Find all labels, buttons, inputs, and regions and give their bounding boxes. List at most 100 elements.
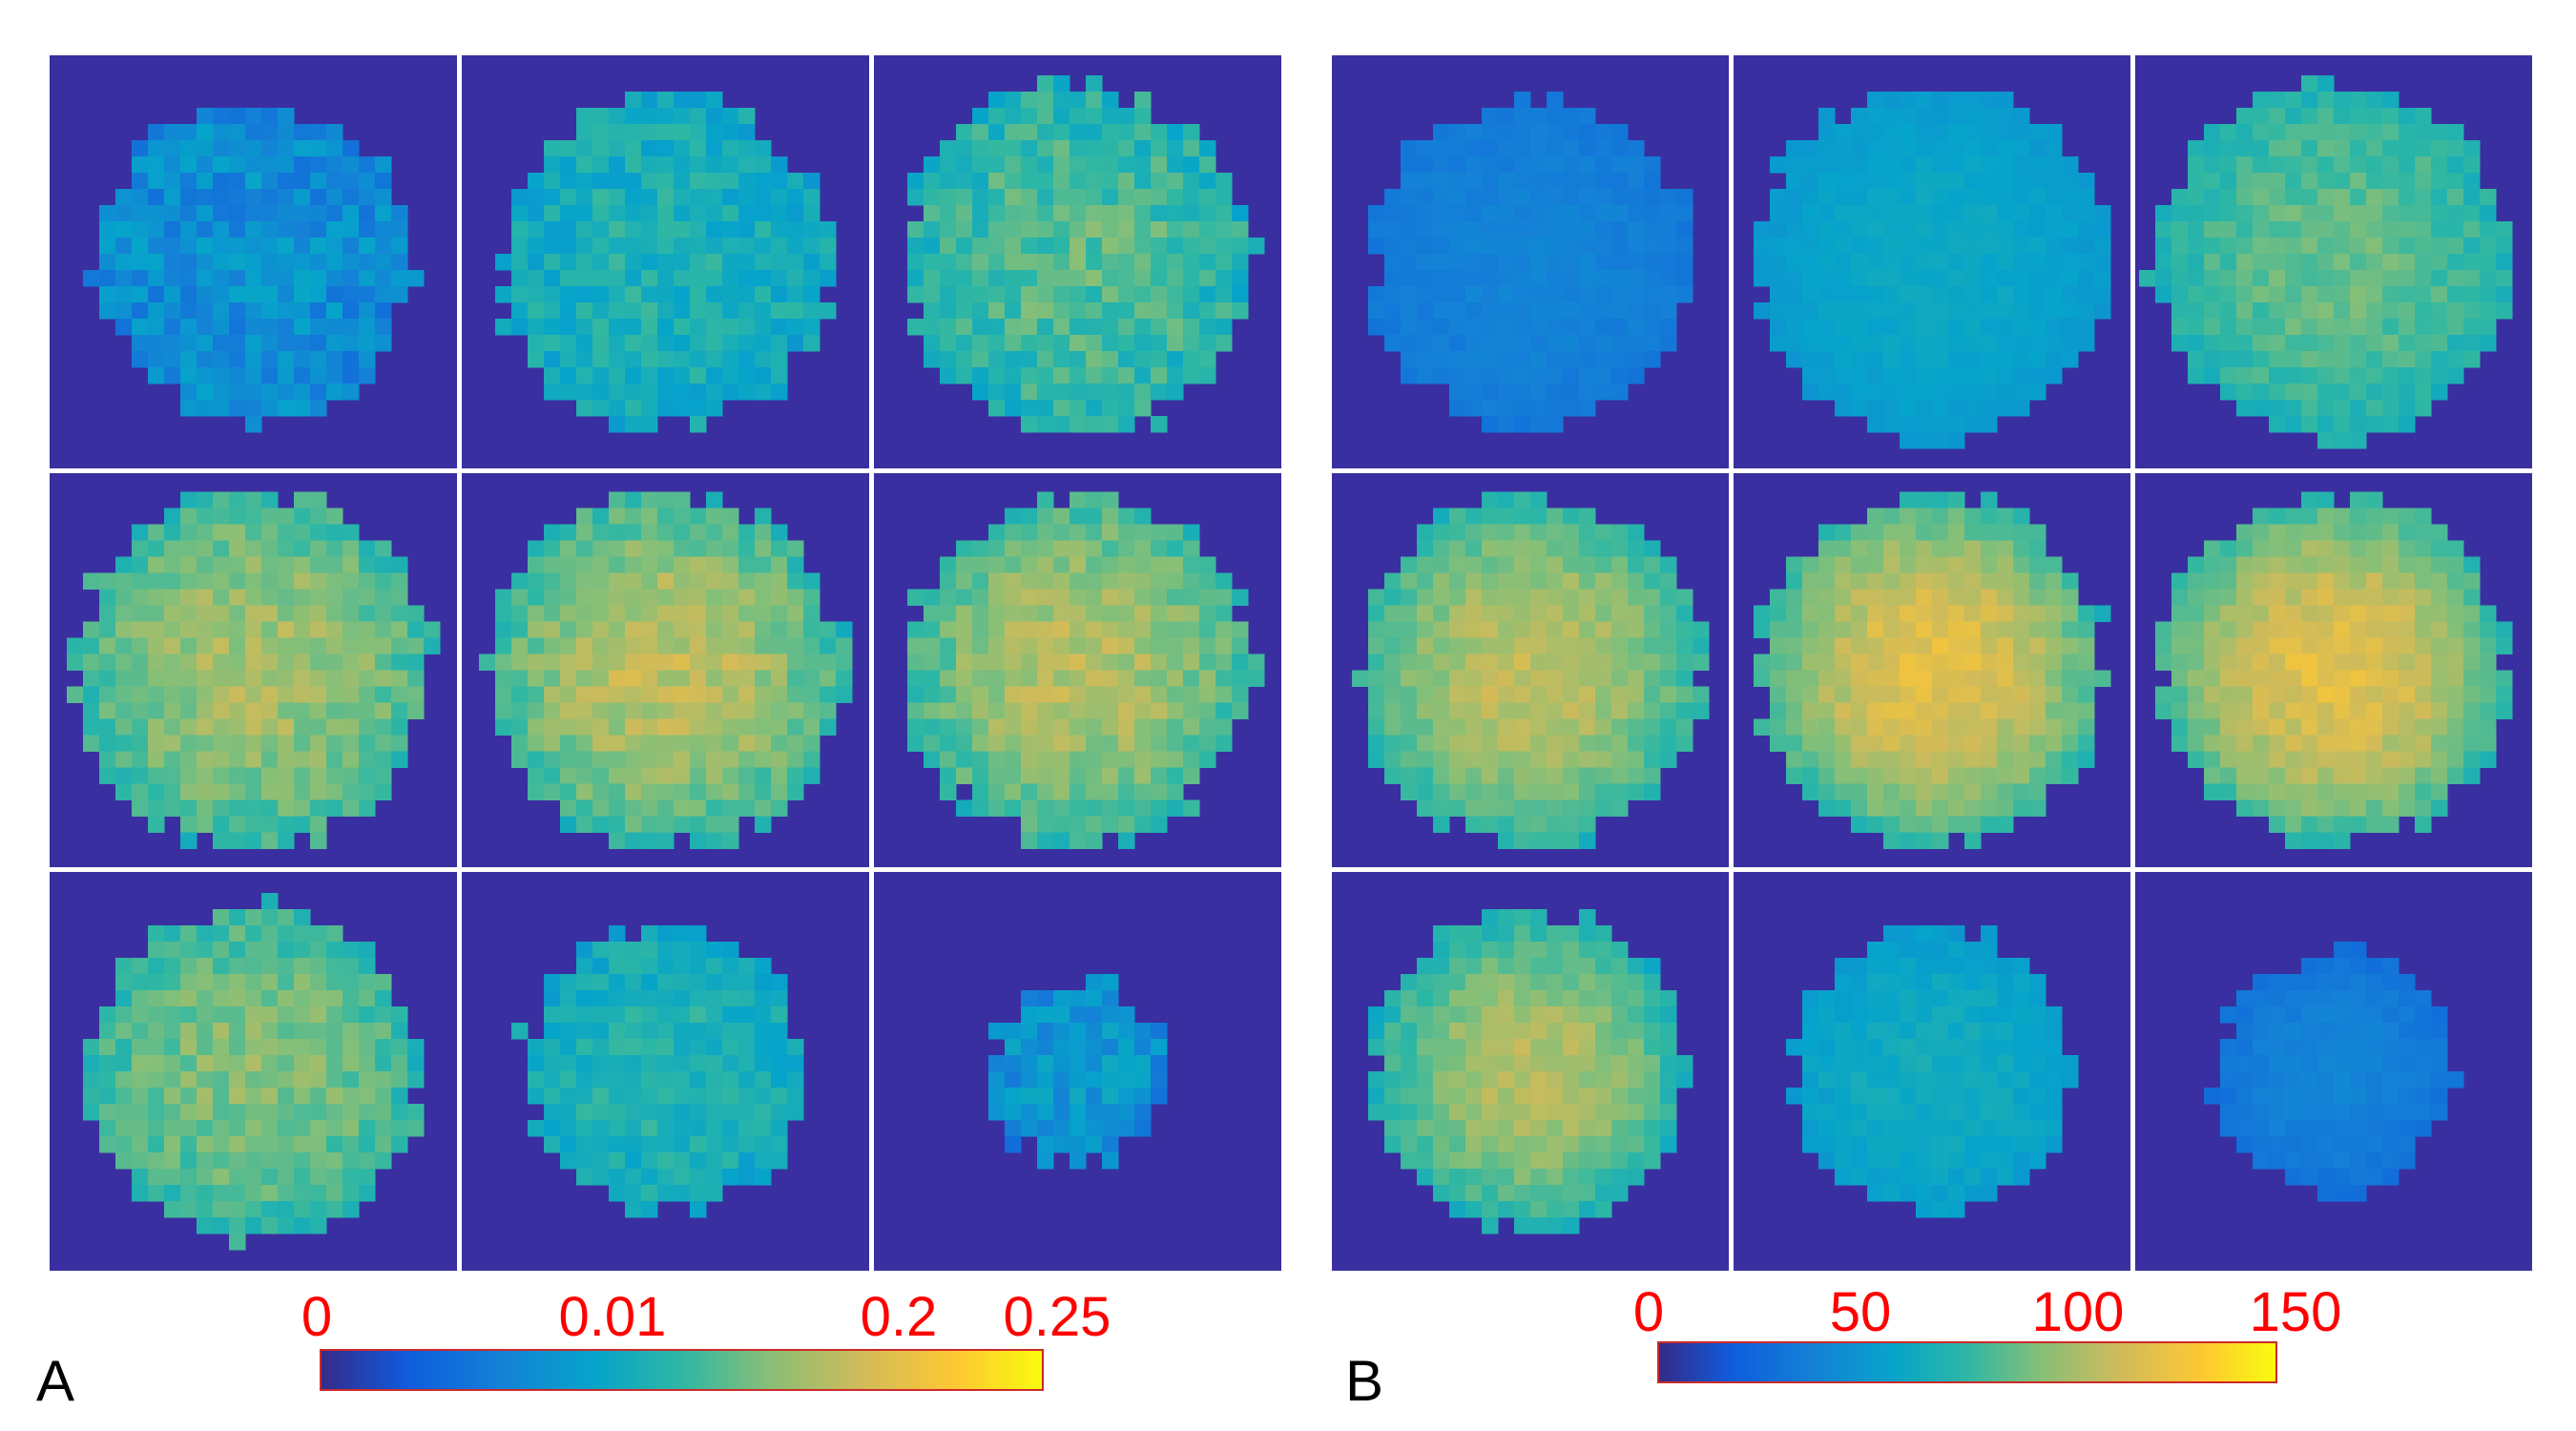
heatmap-pixel bbox=[1102, 335, 1119, 352]
heatmap-pixel bbox=[1883, 108, 1901, 125]
heatmap-pixel bbox=[310, 302, 327, 320]
heatmap-pixel bbox=[956, 124, 973, 141]
heatmap-pixel bbox=[940, 351, 957, 368]
heatmap-pixel bbox=[674, 637, 691, 654]
heatmap-pixel bbox=[1530, 605, 1548, 622]
heatmap-pixel bbox=[261, 621, 279, 638]
heatmap-pixel bbox=[2301, 686, 2318, 703]
heatmap-pixel bbox=[2013, 783, 2030, 800]
heatmap-pixel bbox=[326, 173, 343, 190]
heatmap-pixel bbox=[722, 637, 739, 654]
heatmap-pixel bbox=[2317, 783, 2335, 800]
heatmap-pixel bbox=[180, 751, 197, 768]
heatmap-pixel bbox=[544, 173, 561, 190]
heatmap-cell bbox=[1332, 473, 1729, 867]
heatmap-pixel bbox=[2366, 254, 2383, 271]
heatmap-pixel bbox=[1465, 556, 1483, 573]
heatmap-pixel bbox=[641, 221, 658, 238]
heatmap-pixel bbox=[99, 1055, 116, 1072]
heatmap-pixel bbox=[2013, 605, 2030, 622]
heatmap-pixel bbox=[820, 637, 837, 654]
heatmap-pixel bbox=[544, 286, 561, 303]
heatmap-pixel bbox=[2236, 302, 2254, 320]
heatmap-pixel bbox=[132, 1185, 149, 1202]
heatmap-pixel bbox=[2013, 702, 2030, 719]
heatmap-pixel bbox=[375, 1023, 392, 1040]
heatmap-pixel bbox=[1086, 238, 1103, 255]
heatmap-pixel bbox=[1932, 416, 1949, 433]
heatmap-pixel bbox=[1835, 653, 1852, 671]
heatmap-pixel bbox=[1449, 205, 1466, 222]
heatmap-pixel bbox=[310, 572, 327, 590]
heatmap-pixel bbox=[1021, 540, 1038, 557]
heatmap-pixel bbox=[1900, 156, 1917, 174]
heatmap-pixel bbox=[1368, 637, 1385, 654]
heatmap-pixel bbox=[1102, 1023, 1119, 1040]
heatmap-pixel bbox=[690, 238, 707, 255]
heatmap-pixel bbox=[1770, 221, 1787, 238]
heatmap-pixel bbox=[924, 605, 941, 622]
heatmap-pixel bbox=[83, 653, 100, 671]
heatmap-pixel bbox=[2046, 653, 2063, 671]
heatmap-pixel bbox=[560, 1039, 577, 1056]
heatmap-pixel bbox=[2317, 367, 2335, 384]
heatmap-pixel bbox=[609, 783, 626, 800]
heatmap-pixel bbox=[1021, 254, 1038, 271]
heatmap-pixel bbox=[755, 974, 772, 991]
heatmap-pixel bbox=[2013, 508, 2030, 525]
heatmap-pixel bbox=[592, 156, 610, 174]
heatmap-pixel bbox=[625, 832, 642, 849]
heatmap-pixel bbox=[1021, 783, 1038, 800]
heatmap-pixel bbox=[1964, 767, 1982, 784]
heatmap-pixel bbox=[261, 1136, 279, 1153]
heatmap-pixel bbox=[326, 621, 343, 638]
heatmap-pixel bbox=[261, 351, 279, 368]
heatmap-pixel bbox=[2188, 156, 2205, 174]
heatmap-pixel bbox=[1932, 637, 1949, 654]
heatmap-pixel bbox=[2301, 254, 2318, 271]
heatmap-pixel bbox=[1547, 767, 1564, 784]
heatmap-pixel bbox=[197, 637, 214, 654]
heatmap-pixel bbox=[2334, 92, 2351, 109]
heatmap-pixel bbox=[1215, 335, 1233, 352]
heatmap-pixel bbox=[1981, 351, 1998, 368]
heatmap-pixel bbox=[2236, 702, 2254, 719]
heatmap-pixel bbox=[391, 735, 408, 752]
heatmap-pixel bbox=[1070, 1023, 1087, 1040]
heatmap-pixel bbox=[706, 400, 723, 417]
heatmap-pixel bbox=[1102, 572, 1119, 590]
heatmap-pixel bbox=[294, 958, 311, 975]
heatmap-pixel bbox=[1433, 751, 1450, 768]
heatmap-pixel bbox=[1005, 367, 1022, 384]
heatmap-pixel bbox=[343, 735, 360, 752]
heatmap-pixel bbox=[2046, 335, 2063, 352]
heatmap-pixel bbox=[2253, 221, 2270, 238]
heatmap-pixel bbox=[1997, 556, 2014, 573]
heatmap-pixel bbox=[1851, 637, 1868, 654]
heatmap-pixel bbox=[1883, 92, 1901, 109]
heatmap-pixel bbox=[261, 238, 279, 255]
heatmap-pixel bbox=[988, 140, 1006, 157]
heatmap-pixel bbox=[2220, 767, 2237, 784]
heatmap-pixel bbox=[1102, 735, 1119, 752]
heatmap-pixel bbox=[803, 572, 821, 590]
heatmap-pixel bbox=[1449, 637, 1466, 654]
heatmap-pixel bbox=[1900, 335, 1917, 352]
heatmap-pixel bbox=[278, 1023, 295, 1040]
heatmap-pixel bbox=[1118, 221, 1135, 238]
heatmap-pixel bbox=[326, 1136, 343, 1153]
heatmap-pixel bbox=[560, 767, 577, 784]
heatmap-pixel bbox=[972, 589, 989, 606]
heatmap-pixel bbox=[1384, 718, 1402, 736]
heatmap-pixel bbox=[2382, 556, 2399, 573]
heatmap-pixel bbox=[972, 735, 989, 752]
heatmap-pixel bbox=[544, 702, 561, 719]
heatmap-pixel bbox=[1102, 783, 1119, 800]
heatmap-pixel bbox=[1384, 572, 1402, 590]
heatmap-pixel bbox=[674, 925, 691, 943]
heatmap-pixel bbox=[1563, 783, 1580, 800]
heatmap-pixel bbox=[278, 1006, 295, 1024]
heatmap-pixel bbox=[771, 670, 788, 687]
heatmap-pixel bbox=[1053, 783, 1070, 800]
heatmap-pixel bbox=[609, 254, 626, 271]
